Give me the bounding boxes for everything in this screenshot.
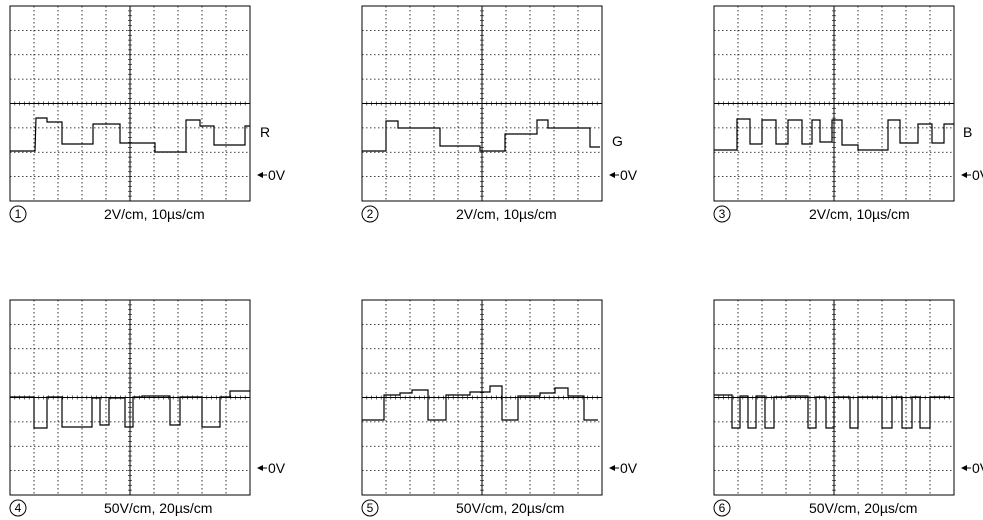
- panel-number-badge: [361, 499, 379, 517]
- waveform-trace: [10, 390, 250, 429]
- waveform-trace: [362, 385, 598, 421]
- scale-caption: 2V/cm, 10µs/cm: [104, 206, 205, 222]
- channel-label: G: [612, 133, 623, 149]
- scale-caption: 50V/cm, 20µs/cm: [809, 500, 917, 516]
- scope-panel-3: 0V B 3 2V/cm, 10µs/cm: [713, 5, 983, 223]
- zero-level-arrow-icon: [961, 465, 967, 471]
- scale-caption: 50V/cm, 20µs/cm: [456, 500, 564, 516]
- scale-caption: 2V/cm, 10µs/cm: [809, 206, 910, 222]
- zero-level-arrow-icon: [609, 465, 615, 471]
- zero-level-arrow-icon: [609, 172, 615, 178]
- waveform-trace: [714, 118, 954, 151]
- panel-number: 5: [367, 501, 374, 515]
- panel-number-badge: [713, 205, 731, 223]
- scale-caption: 50V/cm, 20µs/cm: [104, 500, 212, 516]
- scale-caption: 2V/cm, 10µs/cm: [456, 206, 557, 222]
- panel-number-badge: [713, 499, 731, 517]
- waveform-trace: [714, 394, 950, 429]
- panel-number-badge: [9, 205, 27, 223]
- zero-volt-label: 0V: [972, 167, 983, 183]
- scope-grid: [362, 300, 602, 495]
- scope-panel-6: 0V 6 50V/cm, 20µs/cm: [713, 299, 983, 517]
- zero-volt-label: 0V: [972, 460, 983, 476]
- panel-number-badge: [9, 499, 27, 517]
- zero-volt-label: 0V: [268, 167, 286, 183]
- panel-number: 3: [719, 207, 726, 221]
- scope-panel-5: 0V 5 50V/cm, 20µs/cm: [361, 299, 638, 517]
- scope-panel-2: 0V G 2 2V/cm, 10µs/cm: [361, 5, 638, 223]
- scope-grid: [10, 300, 250, 495]
- zero-level-arrow-icon: [257, 465, 263, 471]
- waveform-trace: [10, 117, 250, 153]
- channel-label: R: [260, 124, 270, 140]
- scope-panel-4: 0V 4 50V/cm, 20µs/cm: [9, 299, 286, 517]
- scope-grid: [362, 6, 602, 201]
- panel-number: 2: [367, 207, 374, 221]
- zero-level-arrow-icon: [961, 172, 967, 178]
- panel-number: 6: [719, 501, 726, 515]
- panel-number-badge: [361, 205, 379, 223]
- zero-volt-label: 0V: [620, 460, 638, 476]
- scope-grid: [714, 6, 954, 201]
- zero-volt-label: 0V: [268, 460, 286, 476]
- panel-number: 1: [15, 207, 22, 221]
- zero-level-arrow-icon: [257, 172, 263, 178]
- scope-grid: [10, 6, 250, 201]
- scope-panel-1: 0V R 1 2V/cm, 10µs/cm: [9, 5, 286, 223]
- zero-volt-label: 0V: [620, 167, 638, 183]
- channel-label: B: [963, 124, 972, 140]
- panel-number: 4: [15, 501, 22, 515]
- waveform-trace: [362, 119, 600, 152]
